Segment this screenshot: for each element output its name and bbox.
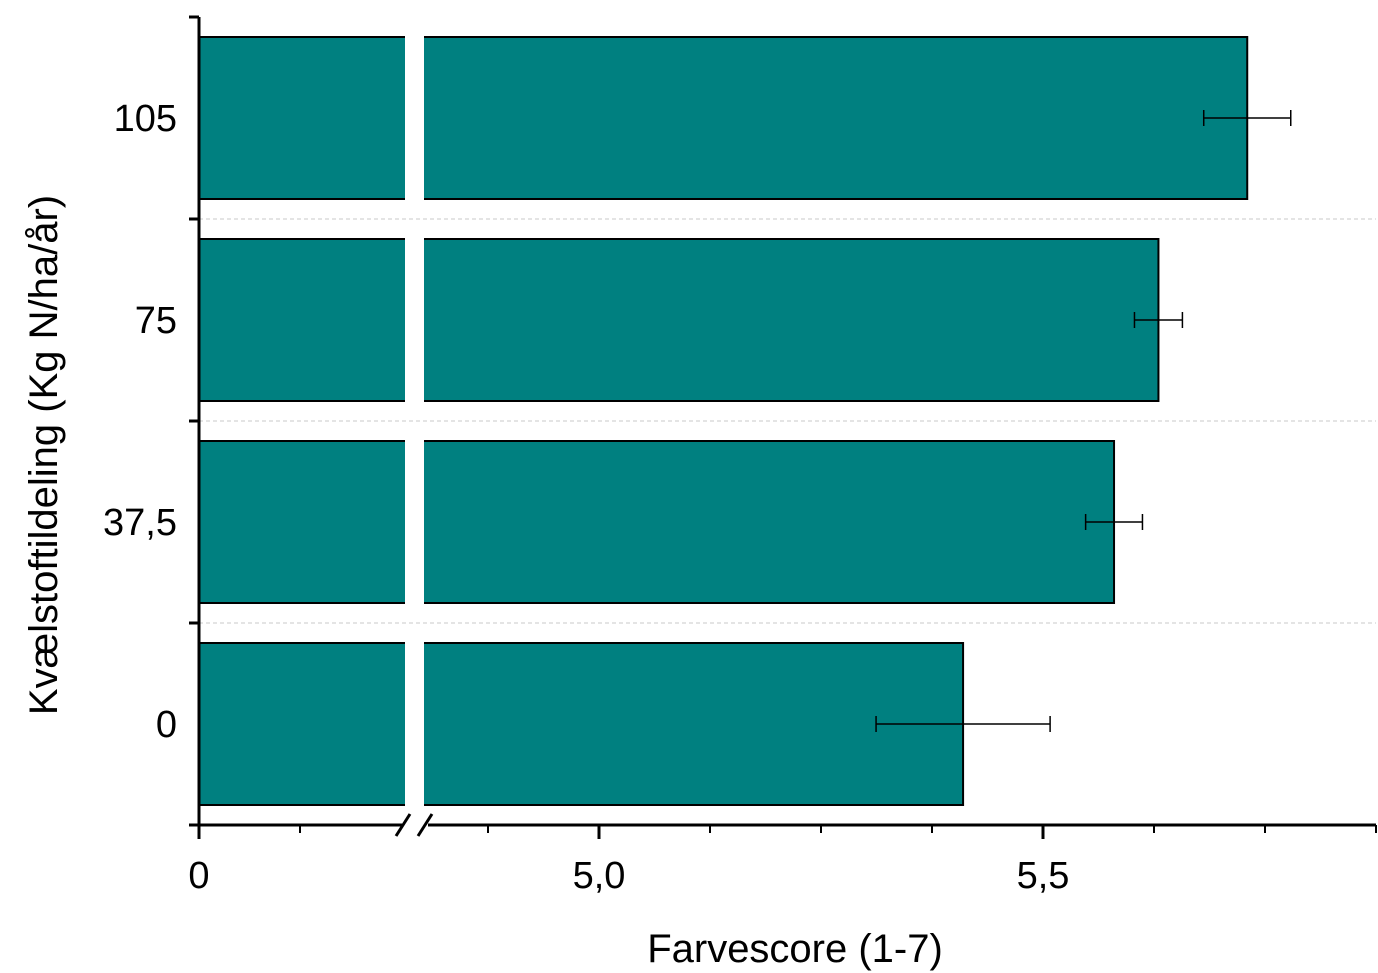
y-tick-label: 105 [114, 98, 177, 140]
axis-break-mark [394, 813, 412, 837]
bar [198, 36, 1249, 200]
axis-break-gap [405, 641, 424, 807]
axis-break-gap [405, 237, 424, 403]
x-tick-label: 5,5 [1017, 855, 1070, 897]
y-tick-label: 75 [135, 300, 177, 342]
x-tick-label: 0 [188, 855, 209, 897]
grid-lines [199, 218, 1376, 624]
x-tick-label: 5,0 [573, 855, 626, 897]
x-axis-title: Farvescore (1-7) [647, 927, 943, 971]
bar [198, 440, 1116, 604]
error-bars [875, 110, 1292, 732]
axis-break-gap [405, 35, 424, 201]
y-axis-title: Kvælstoftildeling (Kg N/ha/år) [22, 195, 66, 715]
axis-break-gap [405, 439, 424, 605]
axes [189, 15, 1377, 839]
bar [198, 642, 965, 806]
y-tick-label: 37,5 [103, 502, 177, 544]
tick-labels: 0 37,5 75 105 0 5,0 5,5 [103, 98, 1069, 897]
axis-break-mark [416, 813, 434, 837]
y-tick-label: 0 [156, 704, 177, 746]
bar [198, 238, 1160, 402]
